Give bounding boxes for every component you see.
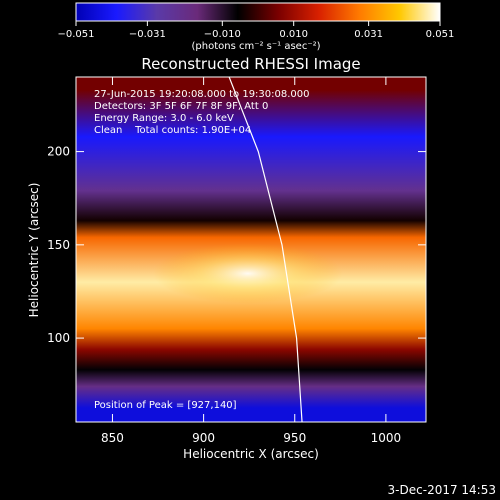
- colorbar-ticks: −0.051 −0.031 −0.010 0.010 0.031 0.051: [57, 21, 454, 40]
- colorbar-tick-label: 0.031: [354, 29, 383, 40]
- x-axis-label: Heliocentric X (arcsec): [183, 447, 319, 461]
- chart-title: Reconstructed RHESSI Image: [141, 55, 360, 73]
- annotation-time-range: 27-Jun-2015 19:20:08.000 to 19:30:08.000: [94, 89, 310, 100]
- x-tick-label: 950: [283, 431, 306, 445]
- y-tick-label: 150: [47, 238, 70, 252]
- y-axis-ticks: 100 150 200: [47, 145, 426, 345]
- colorbar-tick-label: 0.010: [279, 29, 308, 40]
- colorbar-tick-label: −0.010: [204, 29, 241, 40]
- colorbar: [75, 2, 441, 22]
- emission-peak-glow: [152, 243, 343, 304]
- y-tick-label: 100: [47, 331, 70, 345]
- x-axis-ticks: 850 900 950 1000: [101, 77, 401, 445]
- colorbar-units: (photons cm⁻² s⁻¹ asec⁻²): [191, 41, 320, 52]
- annotation-energy-range: Energy Range: 3.0 - 6.0 keV: [94, 113, 234, 124]
- plot-timestamp: 3-Dec-2017 14:53: [388, 483, 496, 497]
- y-axis-label: Heliocentric Y (arcsec): [27, 183, 41, 318]
- peak-position-label: Position of Peak = [927,140]: [94, 400, 237, 411]
- x-tick-label: 900: [192, 431, 215, 445]
- annotation-clean-counts: Clean Total counts: 1.90E+04: [94, 125, 251, 136]
- solar-limb-curve: [228, 77, 303, 422]
- colorbar-tick-label: 0.051: [426, 29, 455, 40]
- annotation-detectors: Detectors: 3F 5F 6F 7F 8F 9F, Att 0: [94, 101, 268, 112]
- colorbar-tick-label: −0.051: [57, 29, 94, 40]
- x-tick-label: 850: [101, 431, 124, 445]
- plot-frame: [75, 76, 427, 423]
- y-tick-label: 200: [47, 145, 70, 159]
- heatmap-image: [76, 77, 426, 422]
- x-tick-label: 1000: [371, 431, 402, 445]
- colorbar-tick-label: −0.031: [129, 29, 166, 40]
